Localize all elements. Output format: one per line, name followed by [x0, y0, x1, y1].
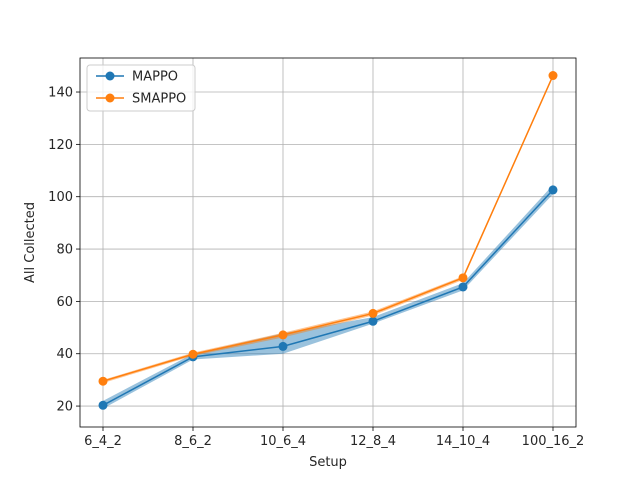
legend-label-mappo: MAPPO: [132, 70, 178, 85]
x-tick-label: 100_16_2: [522, 434, 585, 449]
data-point-mappo: [368, 316, 378, 326]
data-point-smappo: [548, 71, 558, 81]
plot-frame: [79, 57, 577, 428]
y-tick-label: 140: [48, 86, 73, 101]
data-point-mappo: [548, 185, 558, 195]
x-tick-label: 12_8_4: [350, 434, 396, 449]
ticks-layer: 6_4_2 8_6_2 10_6_4 12_8_4 14_10_4 100_16_2 20 4…: [48, 86, 584, 449]
legend: MAPPO SMAPPO: [86, 64, 196, 112]
data-point-mappo: [278, 341, 288, 351]
x-tick-label: 10_6_4: [260, 434, 306, 449]
x-axis-label: Setup: [309, 455, 347, 470]
series-line-mappo: [102, 189, 554, 406]
x-tick-label: 14_10_4: [436, 434, 490, 449]
series-band-mappo: [103, 184, 553, 409]
y-tick-label: 40: [56, 347, 73, 362]
y-tick-label: 60: [56, 295, 73, 310]
y-tick-label: 120: [48, 138, 73, 153]
series-layer: [98, 71, 558, 410]
y-tick-label: 100: [48, 190, 73, 205]
data-point-mappo: [98, 400, 108, 410]
data-point-mappo: [458, 282, 468, 292]
y-tick-label: 20: [56, 400, 73, 415]
legend-marker-mappo: [105, 71, 115, 81]
series-line-smappo: [102, 75, 554, 382]
legend-label-smappo: SMAPPO: [132, 92, 186, 107]
y-tick-label: 80: [56, 243, 73, 258]
data-point-smappo: [458, 273, 468, 283]
x-tick-label: 8_6_2: [174, 434, 212, 449]
band-layer: [103, 74, 553, 409]
legend-marker-smappo: [105, 93, 115, 103]
data-point-smappo: [98, 376, 108, 386]
data-point-smappo: [278, 330, 288, 340]
grid-layer: [80, 58, 576, 427]
data-point-smappo: [188, 349, 198, 359]
x-tick-label: 6_4_2: [84, 434, 122, 449]
data-point-smappo: [368, 308, 378, 318]
y-axis-label: All Collected: [23, 202, 38, 283]
